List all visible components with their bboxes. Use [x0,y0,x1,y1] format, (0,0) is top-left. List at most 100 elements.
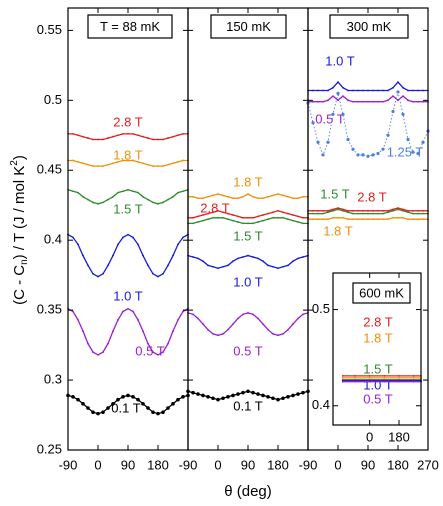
x-tick-label: 90 [241,457,255,472]
data-point [181,395,185,399]
data-point [417,89,419,92]
data-point [107,198,109,201]
x-tick-label: 90 [361,457,375,472]
data-point [252,256,254,258]
data-point [381,147,385,151]
data-point [172,330,174,333]
data-point [317,218,319,221]
data-point [207,195,209,198]
data-point [286,395,290,399]
y-tick-label: 0.35 [37,302,62,317]
data-point [391,109,395,114]
data-point [412,212,414,215]
data-point [322,89,324,92]
data-point [377,100,379,103]
x-tick-label: -90 [59,457,78,472]
data-point [92,165,94,167]
data-point [242,313,244,316]
data-point [97,165,99,167]
data-point [392,95,394,98]
data-point [112,195,114,198]
data-point [237,215,239,218]
data-point [117,134,119,137]
data-point [397,216,399,219]
data-point [107,342,109,345]
data-point [157,138,159,141]
data-point [352,100,354,103]
data-point [312,100,314,103]
data-point [177,160,179,163]
data-point [272,194,274,197]
data-point [354,376,356,379]
data-point [172,254,174,257]
data-point [102,272,104,275]
data-point [331,112,335,116]
data-point [166,406,170,410]
data-point [402,86,404,89]
data-point [367,100,369,103]
data-point [387,218,389,221]
panel-title: 150 mK [226,19,271,34]
data-point [387,211,389,214]
data-point [217,334,219,337]
data-point [122,190,124,193]
data-point [102,351,104,353]
data-point [401,112,405,116]
data-point [361,153,365,157]
data-point [357,218,359,221]
data-point [227,218,229,221]
data-point [226,395,230,399]
data-point [317,89,319,92]
data-point [161,410,165,415]
data-point [217,193,219,195]
data-point [142,135,144,138]
data-point [322,209,324,212]
data-point [112,135,114,138]
data-point [207,218,209,221]
data-point [232,214,234,216]
data-point [377,218,379,221]
data-point [87,264,89,267]
data-point [152,201,154,204]
data-point [182,159,184,162]
data-point [377,212,379,215]
data-point [237,221,239,223]
data-point [182,132,184,135]
data-point [267,218,269,221]
series-label: 1.0 T [233,274,262,289]
data-point [76,397,80,402]
data-point [267,195,269,198]
y-label-part: ) / T (J / mol K [11,166,28,260]
data-point [372,212,374,215]
data-point [77,160,79,163]
data-point [362,100,364,103]
data-point [157,202,159,205]
data-point [222,194,224,197]
data-point [182,310,184,313]
data-point [267,264,269,267]
y-tick-label: 0.4 [312,397,330,412]
data-point [398,380,400,383]
data-point [182,190,184,193]
data-point [341,380,344,383]
data-point [302,222,304,225]
data-point [281,396,285,401]
data-point [162,351,164,353]
data-point [221,396,225,401]
data-point [251,390,255,395]
data-point [383,380,386,383]
data-point [317,209,319,212]
x-tick-label: 0 [366,429,373,444]
data-point [237,257,239,260]
data-point [342,208,344,211]
data-point [92,201,94,204]
data-point [367,89,369,92]
data-point [227,212,229,215]
data-point [97,138,99,141]
data-point [157,353,159,356]
data-point [287,212,289,215]
series-label: 0.1 T [233,398,262,413]
data-point [167,163,169,166]
y-label-part: ) [11,155,28,160]
data-point [372,218,374,221]
